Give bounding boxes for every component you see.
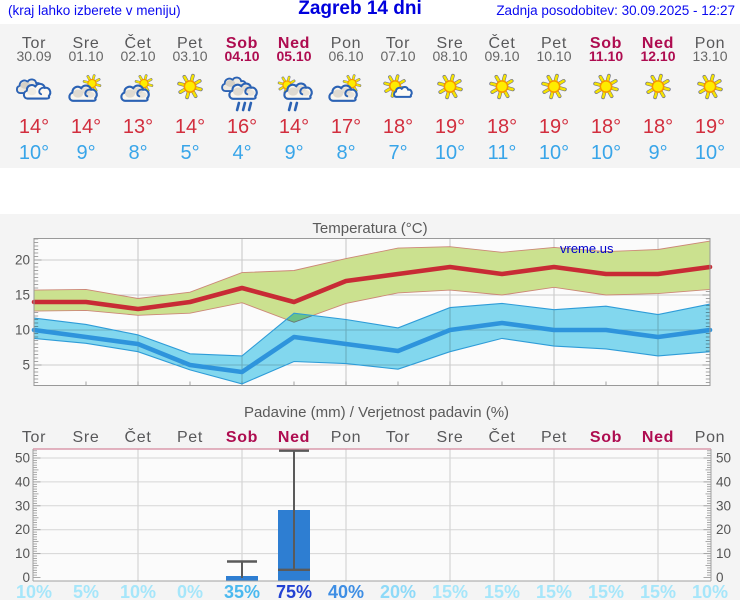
svg-text:0: 0	[716, 570, 724, 585]
svg-text:0: 0	[22, 570, 30, 585]
svg-text:50: 50	[15, 451, 30, 466]
svg-text:10: 10	[15, 323, 30, 338]
svg-text:5: 5	[22, 358, 30, 373]
svg-text:20: 20	[15, 522, 30, 537]
svg-text:30: 30	[716, 498, 731, 513]
svg-text:20: 20	[716, 522, 731, 537]
svg-text:40: 40	[15, 474, 30, 489]
svg-text:15: 15	[15, 288, 30, 303]
svg-text:30: 30	[15, 498, 30, 513]
svg-text:20: 20	[15, 253, 30, 268]
svg-text:10: 10	[15, 546, 30, 561]
svg-text:vreme.us: vreme.us	[560, 241, 614, 256]
svg-text:50: 50	[716, 451, 731, 466]
svg-text:10: 10	[716, 546, 731, 561]
svg-text:40: 40	[716, 474, 731, 489]
